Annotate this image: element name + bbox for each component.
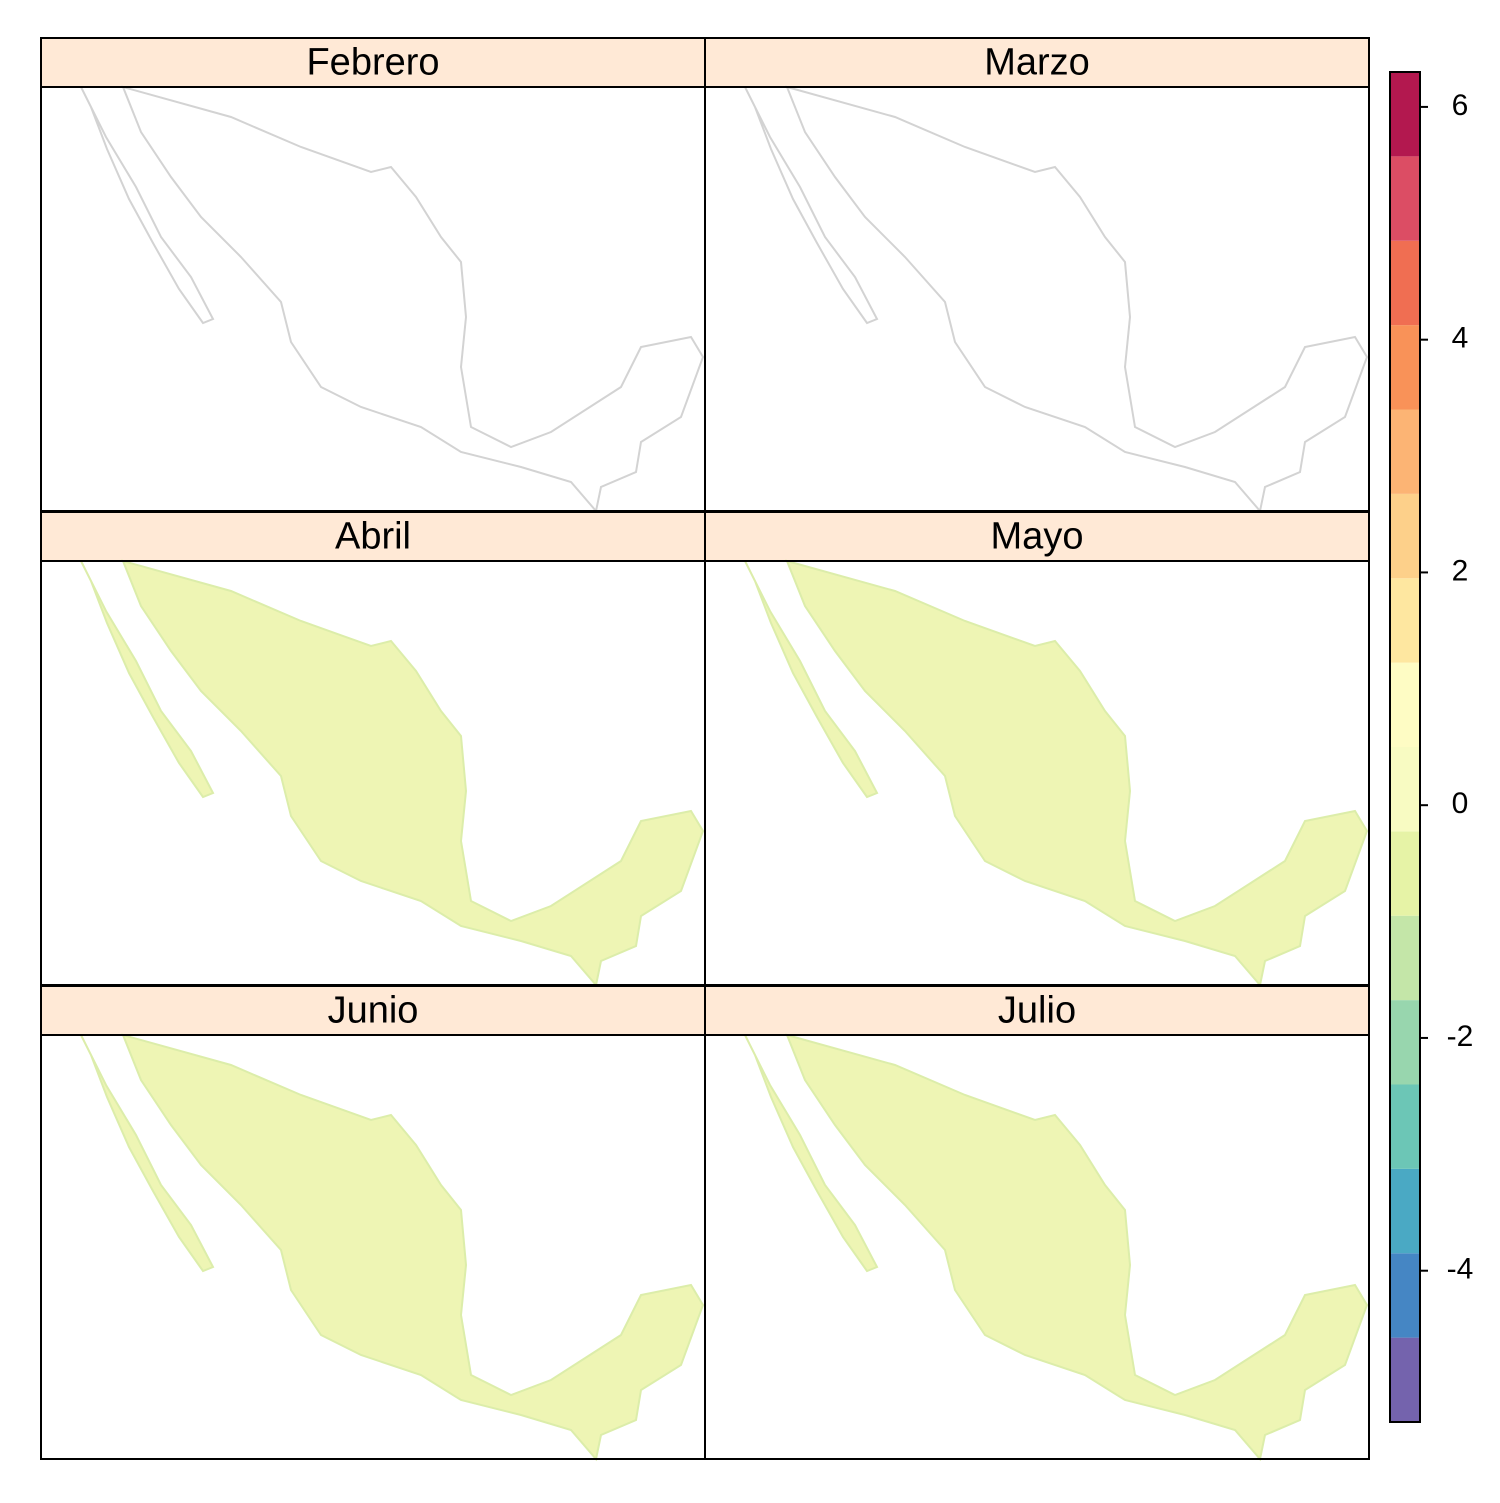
strip — [704, 511, 1370, 562]
colorbar-bin — [1390, 1168, 1420, 1254]
colorbar-bin — [1390, 1000, 1420, 1085]
map-outline — [744, 560, 1368, 986]
colorbar-bin — [1390, 240, 1420, 326]
strip — [40, 37, 706, 88]
map-outline — [80, 560, 704, 986]
colorbar-bin — [1390, 662, 1420, 747]
mexico-shape — [744, 86, 1368, 512]
panel-title: Marzo — [984, 42, 1090, 84]
colorbar-bin — [1390, 156, 1420, 241]
mexico-shape — [744, 560, 1368, 986]
tick-label: 2 — [1452, 554, 1469, 587]
strip — [704, 37, 1370, 88]
colorbar-bin — [1390, 493, 1420, 579]
colorbar-frame — [1389, 71, 1421, 1423]
colorbar-bin — [1390, 1084, 1420, 1169]
mexico-shape — [744, 1034, 1368, 1460]
panel-title: Mayo — [991, 516, 1084, 558]
panel-frame — [704, 1034, 1370, 1460]
strip — [40, 985, 706, 1036]
colorbar-bin — [1390, 409, 1420, 494]
strip — [704, 985, 1370, 1036]
tick-label: 6 — [1452, 89, 1469, 122]
tick-label: 4 — [1452, 322, 1469, 355]
tick-label: -4 — [1447, 1253, 1474, 1286]
mexico-shape — [80, 1034, 704, 1460]
tick-label: -2 — [1447, 1020, 1474, 1053]
panel-title: Junio — [328, 990, 419, 1032]
mexico-shape — [80, 560, 704, 986]
map-outline — [80, 1034, 704, 1460]
colorbar-bin — [1390, 325, 1420, 410]
map-outline — [744, 1034, 1368, 1460]
colorbar-bin — [1390, 578, 1420, 663]
tick-label: 0 — [1452, 787, 1469, 820]
panel-title: Abril — [335, 516, 411, 558]
panel-title: Febrero — [306, 42, 439, 84]
colorbar-bin — [1390, 72, 1420, 157]
colorbar-bin — [1390, 747, 1420, 832]
colorbar-bin — [1390, 1253, 1420, 1338]
colorbar-bin — [1390, 831, 1420, 916]
colorbar-bin — [1390, 1337, 1420, 1422]
map-outline — [744, 86, 1368, 512]
colorbar-bin — [1390, 915, 1420, 1001]
strip — [40, 511, 706, 562]
mexico-shape — [80, 86, 704, 512]
panel-title: Julio — [998, 990, 1076, 1032]
map-outline — [80, 86, 704, 512]
